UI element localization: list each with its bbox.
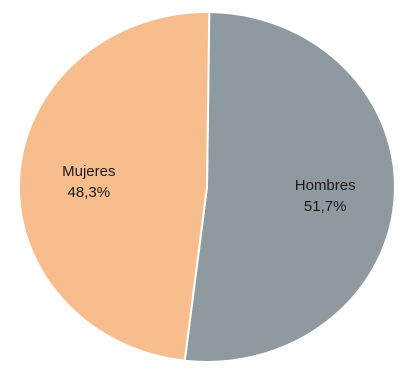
pie-labels: Hombres 51,7% Mujeres 48,3% <box>62 163 356 215</box>
pie-slice-mujeres <box>17 11 211 362</box>
slice-value-hombres: 51,7% <box>304 198 347 215</box>
slice-value-mujeres: 48,3% <box>68 184 111 201</box>
slice-label-hombres: Hombres <box>295 177 356 194</box>
slice-label-mujeres: Mujeres <box>62 163 115 180</box>
pie-slices <box>17 10 396 363</box>
pie-slice-hombres <box>183 10 396 363</box>
